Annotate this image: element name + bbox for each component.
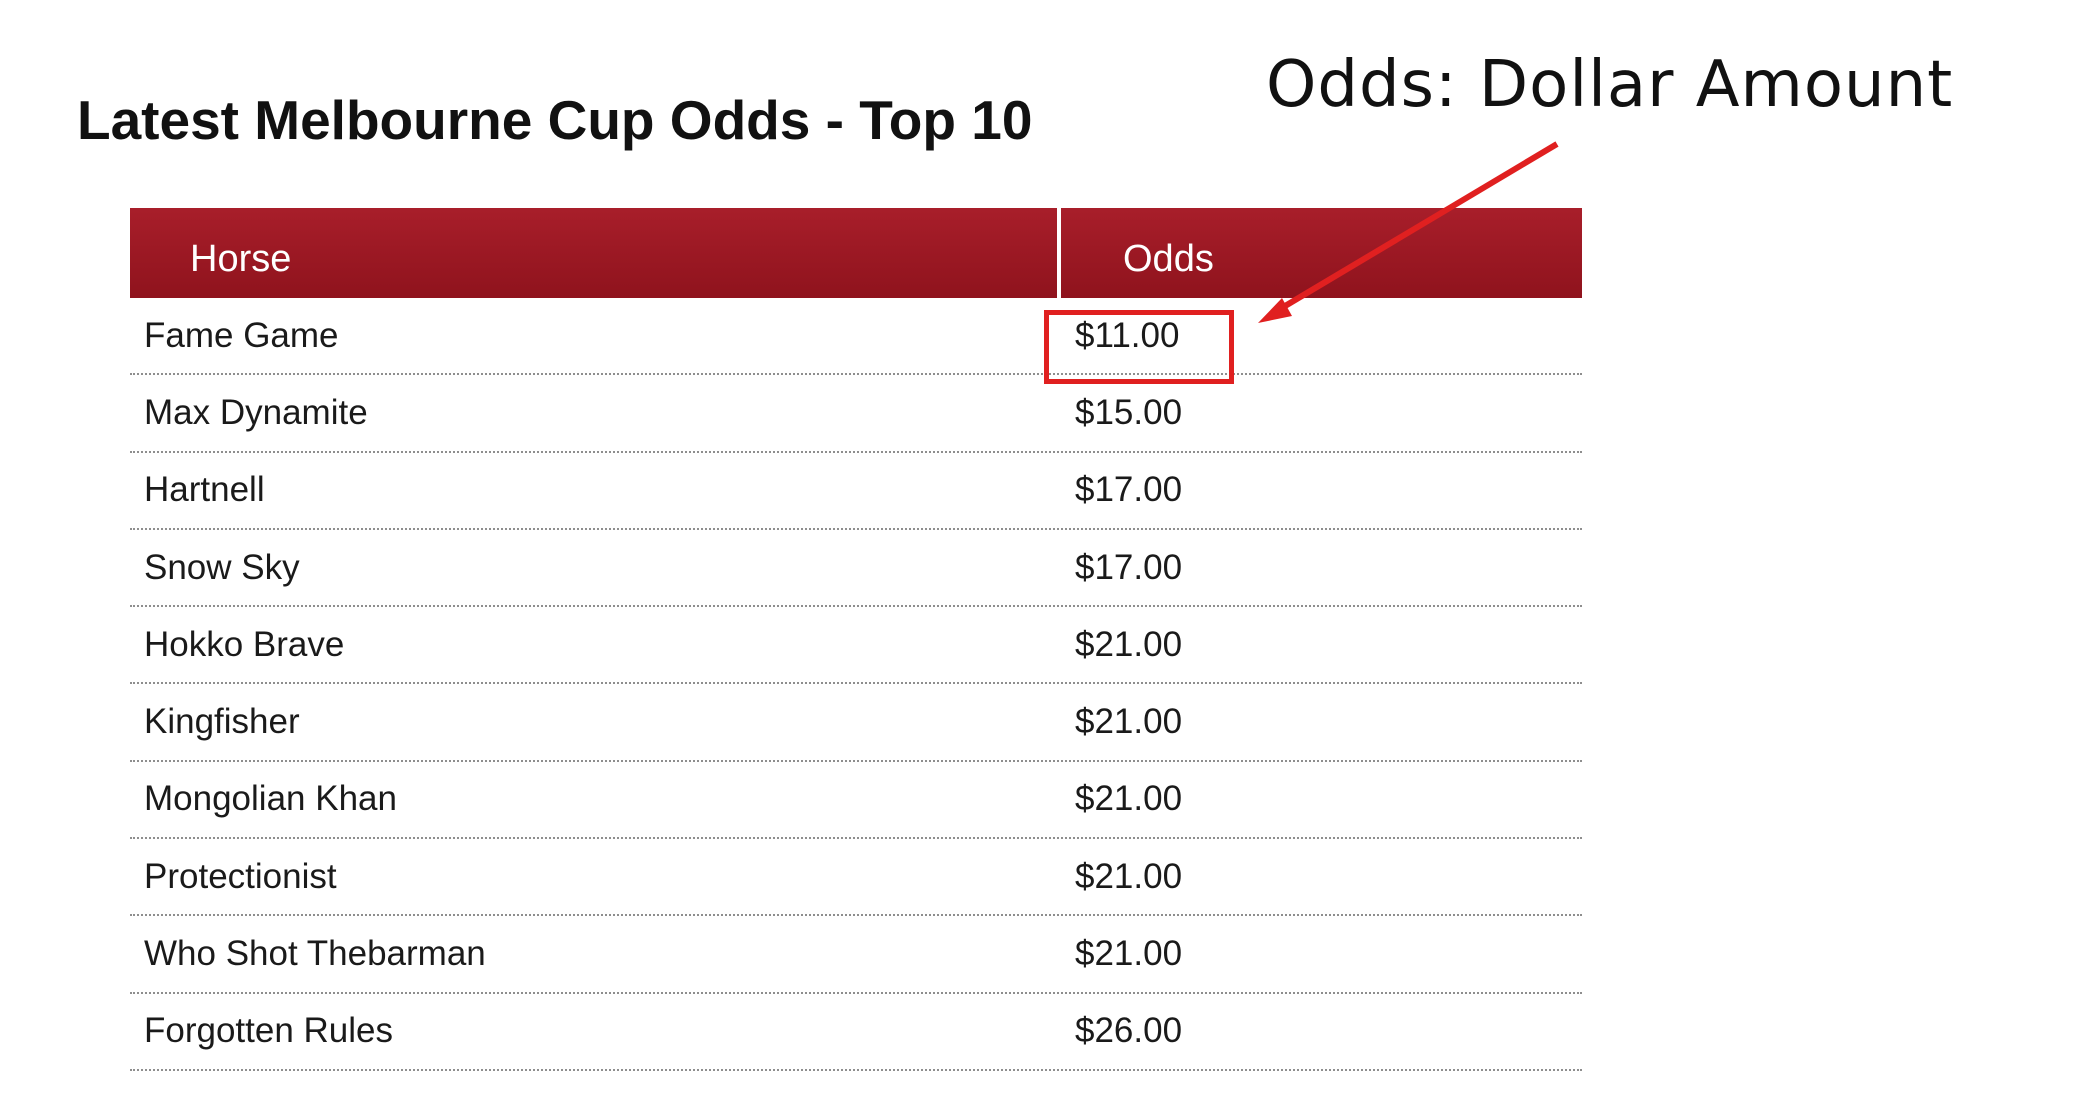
table-row: Kingfisher $21.00 (130, 684, 1582, 762)
odds-value: $21.00 (1075, 624, 1183, 664)
odds-value: $21.00 (1075, 702, 1183, 742)
horse-name: Who Shot Thebarman (144, 934, 486, 974)
horse-name: Hokko Brave (144, 624, 345, 664)
horse-name: Snow Sky (144, 547, 300, 587)
table-header-row: Horse Odds (130, 208, 1582, 298)
odds-value: $17.00 (1075, 547, 1183, 587)
table-row: Max Dynamite $15.00 (130, 375, 1582, 453)
horse-name: Forgotten Rules (144, 1011, 394, 1051)
horse-name: Kingfisher (144, 702, 300, 742)
table-row: Hartnell $17.00 (130, 453, 1582, 530)
odds-value: $21.00 (1075, 856, 1183, 896)
horse-name: Hartnell (144, 470, 265, 510)
odds-value: $21.00 (1075, 779, 1183, 819)
page-title: Latest Melbourne Cup Odds - Top 10 (77, 89, 1033, 151)
horse-name: Mongolian Khan (144, 779, 397, 819)
horse-name: Max Dynamite (144, 392, 368, 432)
horse-name: Fame Game (144, 315, 339, 355)
table-row: Protectionist $21.00 (130, 839, 1582, 917)
table-row: Who Shot Thebarman $21.00 (130, 916, 1582, 994)
horse-name: Protectionist (144, 856, 337, 896)
odds-value: $26.00 (1075, 1011, 1183, 1051)
odds-value: $11.00 (1075, 315, 1180, 355)
column-header-horse: Horse (130, 208, 1057, 298)
table-row: Snow Sky $17.00 (130, 530, 1582, 608)
odds-value: $21.00 (1075, 934, 1183, 974)
table-row: Fame Game $11.00 (130, 298, 1582, 376)
table-row: Forgotten Rules $26.00 (130, 994, 1582, 1071)
table-row: Mongolian Khan $21.00 (130, 762, 1582, 840)
odds-table: Horse Odds Fame Game $11.00 Max Dynamite… (130, 208, 1582, 1071)
highlight-box (1044, 310, 1234, 384)
table-row: Hokko Brave $21.00 (130, 607, 1582, 685)
odds-value: $17.00 (1075, 470, 1183, 510)
odds-value: $15.00 (1075, 392, 1183, 432)
annotation-label: Odds: Dollar Amount (1266, 48, 1954, 122)
column-header-odds: Odds (1061, 208, 1582, 298)
